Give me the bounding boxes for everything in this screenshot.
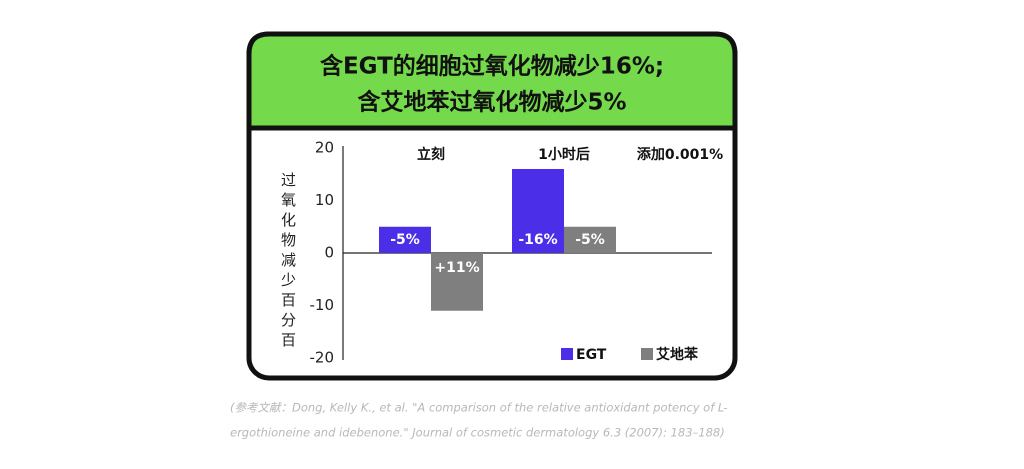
y-tick-label: 20 [315,139,334,157]
y-tick-label: -20 [310,349,335,367]
bar [512,169,564,253]
annotation: 添加0.001% [637,146,723,163]
value-label: -5% [390,232,420,248]
legend-swatch [641,348,653,360]
citation: ergothioneine and idebenone." Journal of… [230,426,725,440]
legend-swatch [561,348,573,360]
header [246,31,738,131]
legend-label: 艾地苯 [656,346,699,363]
bar [431,253,483,311]
legend-label: EGT [576,347,607,363]
bar [564,226,616,253]
title-line: 含EGT的细胞过氧化物减少16%; [320,53,664,80]
value-label: -5% [575,232,605,248]
value-label: +11% [434,260,479,276]
y-tick-label: -10 [310,296,335,314]
y-tick-label: 0 [324,244,334,262]
category-label: 立刻 [417,146,445,163]
y-tick-label: 10 [315,191,334,209]
bar [379,226,431,253]
category-label: 1小时后 [538,146,590,163]
value-label: -16% [518,232,557,248]
title-line: 含艾地苯过氧化物减少5% [357,89,626,116]
y-axis-label: 过氧化物减少百分百 [279,172,297,352]
citation: (参考文献：Dong, Kelly K., et al. "A comparis… [230,401,728,415]
